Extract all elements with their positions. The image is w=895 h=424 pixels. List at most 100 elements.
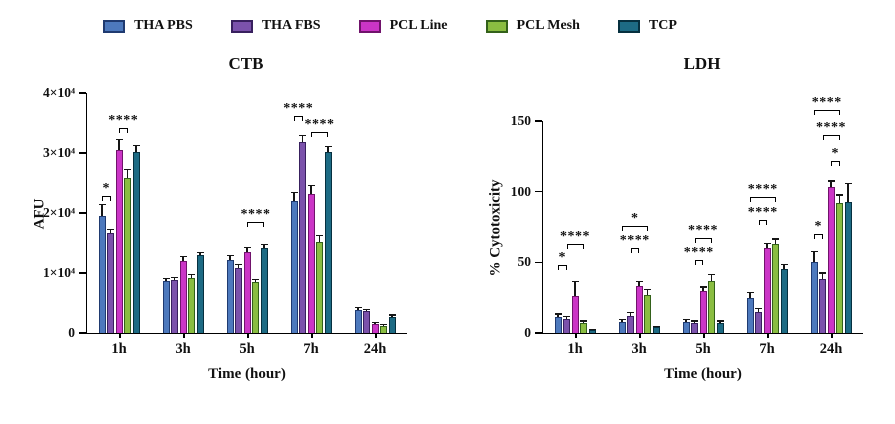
error-bar-cap bbox=[746, 292, 754, 294]
significance-label: **** bbox=[240, 207, 271, 222]
significance-bracket bbox=[822, 135, 840, 141]
error-bar-cap bbox=[763, 242, 771, 244]
error-bar-cap bbox=[627, 311, 634, 314]
bar-pcl-mesh-1h bbox=[580, 323, 587, 333]
legend-item: THA FBS bbox=[230, 18, 321, 34]
legend-label: THA PBS bbox=[134, 18, 193, 33]
error-bar bbox=[710, 273, 713, 288]
significance-label: * bbox=[814, 219, 822, 235]
error-bar bbox=[582, 320, 585, 326]
error-bar-cap bbox=[115, 139, 123, 141]
error-bar bbox=[237, 264, 240, 273]
x-tick-mark bbox=[703, 333, 705, 338]
legend-swatch-icon bbox=[485, 19, 508, 33]
error-bar-cap bbox=[780, 263, 788, 266]
error-bar-cap bbox=[371, 322, 379, 324]
bar-pcl-line-24h bbox=[371, 324, 379, 333]
bar-tha-pbs-5h bbox=[682, 321, 690, 333]
y-tick-mark bbox=[79, 92, 86, 94]
significance-bracket bbox=[694, 238, 712, 244]
bar-pcl-line-7h bbox=[763, 248, 771, 333]
error-bar bbox=[310, 184, 312, 203]
bar-tha-fbs-7h bbox=[299, 142, 306, 333]
bar-pcl-line-24h bbox=[827, 187, 835, 333]
error-bar bbox=[693, 320, 696, 326]
bar-pcl-line-1h bbox=[571, 296, 579, 333]
error-bar bbox=[719, 320, 721, 326]
error-bar bbox=[565, 316, 568, 322]
bar-pcl-line-5h bbox=[699, 290, 707, 333]
y-tick-mark bbox=[535, 190, 542, 193]
significance-label: **** bbox=[811, 94, 842, 110]
error-bar-cap bbox=[772, 238, 779, 240]
bar-pcl-mesh-7h bbox=[772, 243, 779, 333]
error-bar bbox=[118, 139, 120, 161]
x-tick-mark bbox=[831, 333, 833, 338]
bar-tha-pbs-3h bbox=[162, 281, 170, 333]
significance-label: **** bbox=[560, 228, 590, 244]
error-bar bbox=[574, 280, 576, 312]
x-tick-label: 5h bbox=[239, 341, 255, 357]
error-bar-cap bbox=[226, 255, 234, 257]
error-bar-cap bbox=[354, 306, 362, 308]
x-tick-mark bbox=[767, 333, 769, 338]
error-bar bbox=[382, 324, 385, 328]
legend-swatch-icon bbox=[358, 19, 381, 33]
x-tick-label: 1h bbox=[567, 341, 583, 357]
error-bar-cap bbox=[635, 280, 643, 282]
y-tick-label: 2×10⁴ bbox=[43, 205, 75, 220]
bar-pcl-mesh-5h bbox=[708, 280, 715, 333]
significance-label: **** bbox=[816, 120, 846, 136]
x-tick-label: 7h bbox=[303, 341, 319, 357]
bar-pcl-line-7h bbox=[307, 193, 315, 333]
x-tick-mark bbox=[183, 333, 185, 338]
bar-tcp-3h bbox=[652, 327, 660, 333]
significance-label: * bbox=[631, 210, 639, 226]
bar-tcp-24h bbox=[844, 201, 852, 333]
error-bar bbox=[646, 289, 649, 301]
legend: THA PBS THA FBS PCL Line PCL Mesh TCP bbox=[0, 18, 780, 34]
bar-pcl-line-3h bbox=[179, 261, 187, 333]
error-bar bbox=[591, 328, 593, 332]
bar-tcp-5h bbox=[716, 323, 724, 333]
bar-tcp-3h bbox=[196, 255, 204, 333]
error-bar-cap bbox=[618, 318, 626, 321]
bar-pcl-line-5h bbox=[243, 252, 251, 333]
error-bar-cap bbox=[563, 316, 570, 318]
error-bar-cap bbox=[554, 313, 562, 315]
significance-label: **** bbox=[683, 244, 714, 260]
chart-body: % Cytotoxicity 0 50 100 150 1h 3h 5h 7h 24h Time (… bbox=[470, 76, 882, 382]
chart-title: CTB bbox=[228, 54, 264, 73]
bar-tcp-24h bbox=[388, 316, 396, 333]
error-bar-cap bbox=[252, 279, 259, 281]
error-bar-cap bbox=[98, 204, 106, 206]
error-bar-cap bbox=[307, 184, 315, 187]
bar-tha-fbs-24h bbox=[363, 311, 370, 333]
significance-bracket bbox=[119, 127, 128, 133]
error-bar-cap bbox=[235, 264, 242, 266]
y-tick-mark bbox=[79, 332, 86, 334]
error-bar-cap bbox=[827, 180, 835, 182]
significance-bracket bbox=[630, 248, 639, 254]
bar-tcp-1h bbox=[132, 151, 140, 333]
x-axis-title: Time (hour) bbox=[208, 366, 286, 382]
error-bar bbox=[629, 311, 632, 321]
y-tick-label: 0 bbox=[68, 325, 75, 340]
x-tick-label: 1h bbox=[111, 341, 127, 357]
error-bar-cap bbox=[571, 280, 579, 282]
error-bar-cap bbox=[196, 252, 204, 254]
error-bar bbox=[182, 256, 184, 266]
bar-tcp-5h bbox=[260, 247, 268, 333]
error-bar-cap bbox=[124, 168, 131, 170]
significance-bracket bbox=[102, 196, 111, 202]
bar-tha-pbs-1h bbox=[554, 317, 562, 333]
legend-item: TCP bbox=[617, 18, 677, 34]
error-bar bbox=[327, 145, 329, 158]
error-bar-cap bbox=[810, 251, 818, 253]
error-bar-cap bbox=[299, 135, 306, 137]
bar-tha-pbs-24h bbox=[354, 309, 362, 333]
x-tick-mark bbox=[119, 333, 121, 338]
x-tick-mark bbox=[639, 333, 641, 338]
y-tick-mark bbox=[535, 120, 542, 122]
error-bar bbox=[365, 309, 368, 314]
